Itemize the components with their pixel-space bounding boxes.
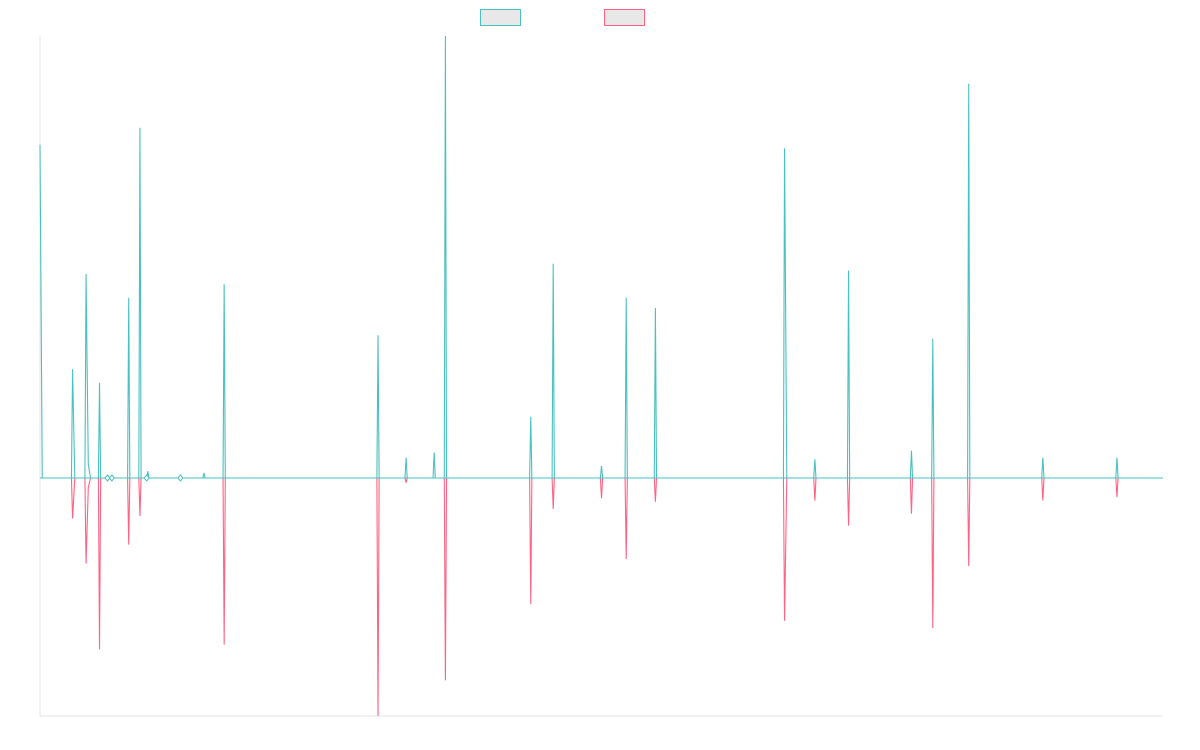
legend-swatch [604,9,645,26]
data-point-marker [108,474,116,482]
axes [39,36,1163,717]
data-point-marker [177,474,184,482]
series-line-2 [40,477,1163,717]
series-line-1 [39,35,1163,479]
data-point-marker [143,474,150,482]
legend-swatch [480,9,521,26]
legend [480,9,645,26]
marker-layer [104,474,184,482]
series-layer [39,35,1163,717]
data-point-marker [104,474,111,482]
